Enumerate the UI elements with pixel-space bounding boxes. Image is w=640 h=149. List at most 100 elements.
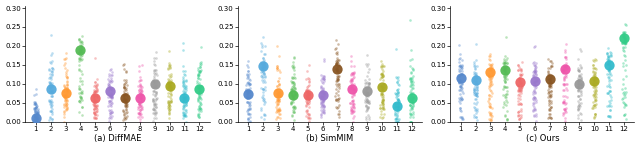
Point [362, 92, 372, 95]
Point [588, 64, 598, 66]
Point [349, 103, 359, 105]
Point [588, 64, 598, 66]
Point [134, 110, 145, 113]
Point [258, 67, 268, 69]
Point [179, 97, 189, 99]
Point [559, 51, 570, 53]
Point [456, 70, 467, 72]
Point [499, 94, 509, 96]
Point [244, 120, 255, 123]
Point [468, 92, 479, 95]
Point [364, 100, 374, 102]
Point [360, 79, 371, 81]
Point [92, 107, 102, 110]
Point [405, 85, 415, 87]
Point [149, 83, 159, 85]
Point [194, 116, 204, 118]
Point [543, 81, 554, 84]
Point [119, 94, 129, 96]
Point [486, 119, 496, 121]
Point [60, 92, 70, 94]
Point [407, 102, 417, 104]
Point [620, 103, 630, 105]
Point [558, 83, 568, 85]
Point [46, 110, 56, 112]
Point [60, 96, 70, 98]
Point [243, 109, 253, 111]
Point [376, 92, 386, 94]
Point [377, 63, 387, 66]
Point [333, 79, 343, 81]
Point [287, 76, 298, 78]
Point [273, 99, 283, 102]
Point [319, 92, 330, 94]
Point [590, 113, 600, 115]
Point [47, 118, 57, 120]
Point [44, 67, 54, 70]
Point [406, 71, 416, 73]
Point [362, 75, 372, 77]
Point [61, 100, 72, 102]
Point [45, 73, 55, 76]
Point [165, 105, 175, 107]
Point [405, 65, 415, 67]
Point [531, 45, 541, 47]
Point [150, 85, 161, 87]
Point [360, 93, 371, 95]
Point [148, 90, 159, 93]
Point [394, 99, 404, 102]
Point [471, 81, 481, 83]
X-axis label: (a) DiffMAE: (a) DiffMAE [94, 134, 141, 143]
Point [195, 66, 205, 68]
Point [29, 120, 39, 123]
Point [106, 81, 116, 84]
Point [107, 115, 117, 118]
Point [196, 110, 206, 112]
Point [121, 104, 131, 106]
Point [91, 94, 101, 97]
Point [378, 107, 388, 109]
Point [500, 77, 510, 79]
Point [393, 106, 403, 108]
Point [317, 104, 327, 107]
Point [405, 76, 415, 79]
Point [134, 80, 144, 82]
Point [163, 112, 173, 114]
Point [377, 65, 387, 67]
Point [271, 108, 282, 110]
Point [244, 79, 255, 81]
Point [47, 86, 57, 88]
Point [392, 98, 403, 100]
Point [29, 94, 39, 96]
Point [470, 94, 480, 97]
Point [620, 42, 630, 44]
Point [576, 77, 586, 80]
Point [377, 76, 387, 79]
Point [334, 74, 344, 77]
Point [472, 92, 482, 94]
Point [515, 74, 525, 76]
Point [408, 92, 418, 94]
Point [120, 93, 130, 96]
Point [346, 79, 356, 81]
Point [499, 76, 509, 78]
Point [378, 104, 388, 107]
Point [148, 119, 159, 122]
Point [392, 81, 402, 83]
Point [258, 88, 268, 91]
Point [485, 103, 495, 105]
Point [573, 105, 583, 108]
Point [470, 64, 480, 67]
Point [362, 108, 372, 110]
Point [392, 109, 403, 112]
Point [259, 100, 269, 103]
Point [470, 85, 480, 87]
Point [243, 82, 253, 84]
Point [134, 112, 144, 115]
Point [591, 96, 601, 99]
Point [545, 95, 556, 97]
Point [363, 86, 373, 88]
Point [89, 91, 99, 93]
Point [242, 95, 252, 97]
Point [618, 78, 628, 80]
